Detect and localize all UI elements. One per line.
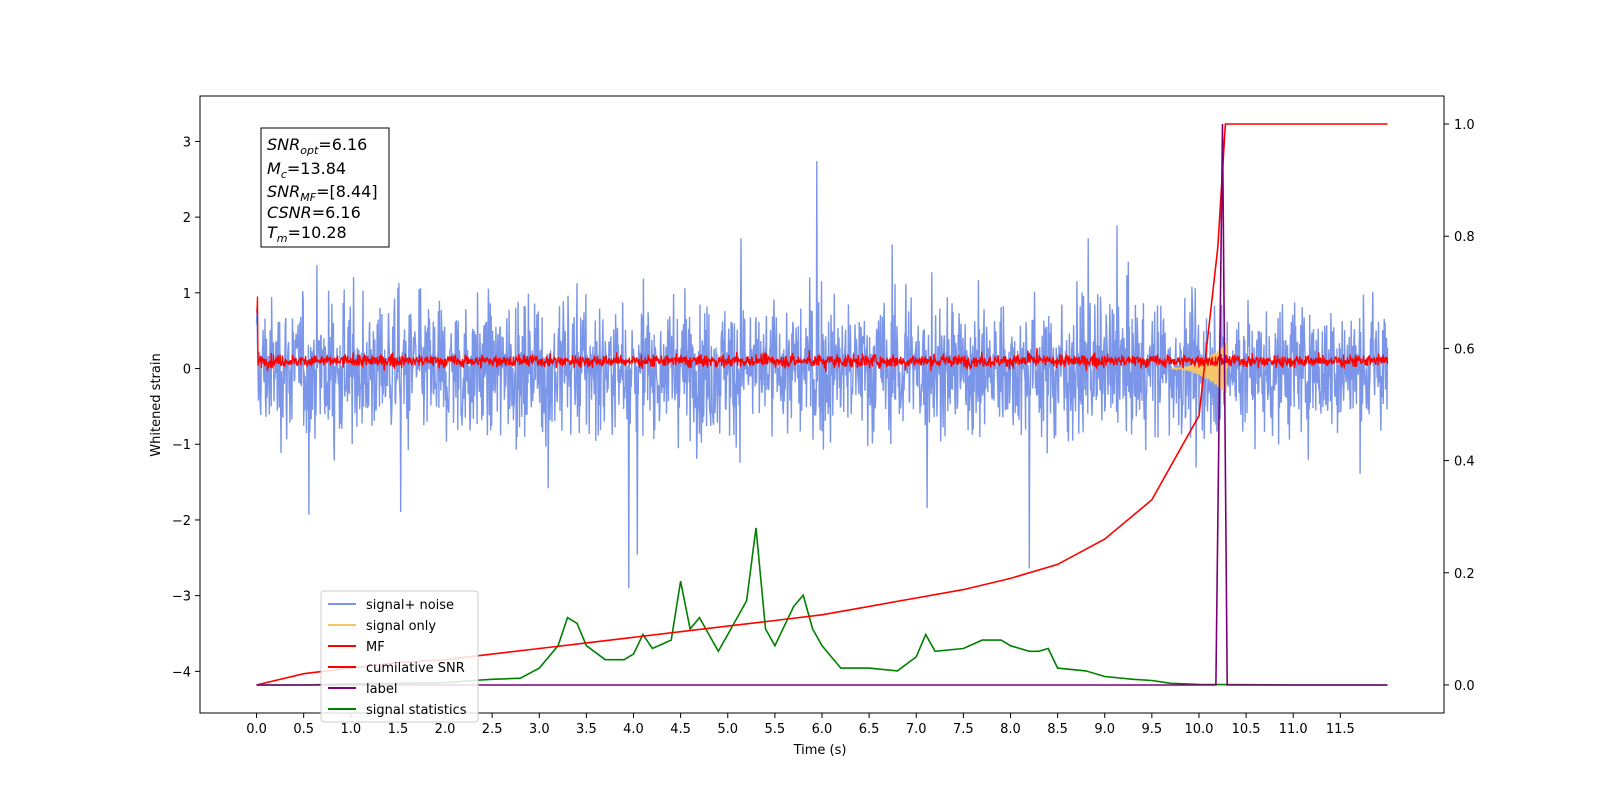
y-tick-label: 2 bbox=[183, 211, 191, 226]
x-tick-label: 11.5 bbox=[1326, 722, 1355, 737]
y2-tick-label: 0.6 bbox=[1454, 342, 1475, 357]
x-tick-label: 5.0 bbox=[717, 722, 738, 737]
info-box: SNRopt=6.16 Mc=13.84 SNRMF=[8.44] CSNR=6… bbox=[260, 127, 390, 248]
y-tick-label: −1 bbox=[172, 438, 191, 453]
series-label bbox=[256, 123, 1388, 686]
x-axis: 0.0 0.5 1.0 1.5 2.0 2.5 3.0 3.5 4.0 4.5 5.0 5.5 6.0 6… bbox=[246, 713, 1355, 737]
x-tick-label: 10.0 bbox=[1184, 722, 1213, 737]
plot-area bbox=[255, 123, 1389, 686]
x-tick-label: 10.5 bbox=[1232, 722, 1261, 737]
y-axis-right: 1.0 0.8 0.6 0.4 0.2 0.0 bbox=[1444, 118, 1475, 694]
x-tick-label: 1.0 bbox=[340, 722, 361, 737]
info-csnr: CSNR=6.16 bbox=[267, 203, 361, 222]
x-tick-label: 9.5 bbox=[1142, 722, 1163, 737]
x-tick-label: 4.0 bbox=[623, 722, 644, 737]
y2-tick-label: 0.8 bbox=[1454, 230, 1475, 245]
legend-entry-signal-noise: signal+ noise bbox=[328, 598, 454, 613]
legend-frame bbox=[320, 590, 479, 723]
y2-tick-label: 0.4 bbox=[1454, 455, 1475, 470]
x-tick-label: 8.5 bbox=[1047, 722, 1068, 737]
x-tick-label: 8.0 bbox=[1000, 722, 1021, 737]
x-tick-label: 7.0 bbox=[906, 722, 927, 737]
svg-text:signal+ noise: signal+ noise bbox=[366, 598, 454, 613]
series-mf bbox=[256, 296, 1389, 372]
series-signal-only bbox=[1170, 342, 1228, 394]
x-tick-label: 3.0 bbox=[529, 722, 550, 737]
y-tick-label: −2 bbox=[172, 514, 191, 529]
x-tick-label: 0.0 bbox=[246, 722, 267, 737]
x-axis-label: Time (s) bbox=[793, 743, 847, 758]
x-tick-label: 9.0 bbox=[1094, 722, 1115, 737]
x-tick-label: 5.5 bbox=[765, 722, 786, 737]
y-axis-label: Whitened strain bbox=[149, 353, 164, 456]
y-tick-label: 3 bbox=[183, 135, 191, 150]
y-tick-label: −4 bbox=[172, 665, 191, 680]
svg-text:signal statistics: signal statistics bbox=[366, 703, 467, 718]
svg-text:cumilative SNR: cumilative SNR bbox=[366, 661, 465, 676]
x-tick-label: 7.5 bbox=[953, 722, 974, 737]
legend-entry-label: label bbox=[328, 682, 397, 697]
y2-tick-label: 0.2 bbox=[1454, 567, 1475, 582]
x-tick-label: 3.5 bbox=[576, 722, 597, 737]
y2-tick-label: 1.0 bbox=[1454, 118, 1475, 133]
legend-entry-signal-statistics: signal statistics bbox=[328, 703, 467, 718]
x-tick-label: 2.0 bbox=[435, 722, 456, 737]
legend-entry-cumulative-snr: cumilative SNR bbox=[328, 661, 465, 676]
y2-tick-label: 0.0 bbox=[1454, 679, 1475, 694]
svg-text:MF: MF bbox=[366, 640, 385, 655]
x-tick-label: 0.5 bbox=[293, 722, 314, 737]
info-mc: Mc=13.84 bbox=[267, 159, 346, 181]
svg-text:label: label bbox=[366, 682, 397, 697]
info-tm: Tm=10.28 bbox=[267, 223, 347, 245]
legend-entry-signal-only: signal only bbox=[328, 619, 436, 634]
x-tick-label: 11.0 bbox=[1279, 722, 1308, 737]
legend: signal+ noise signal only MF cumilative … bbox=[320, 590, 479, 723]
info-snr-opt: SNRopt=6.16 bbox=[267, 135, 367, 157]
y-axis-left: 3 2 1 0 −1 −2 −3 −4 bbox=[172, 135, 200, 680]
svg-text:signal only: signal only bbox=[366, 619, 436, 634]
y-tick-label: −3 bbox=[172, 590, 191, 605]
y-tick-label: 0 bbox=[183, 363, 191, 378]
x-tick-label: 4.5 bbox=[670, 722, 691, 737]
info-snr-mf: SNRMF=[8.44] bbox=[267, 182, 378, 204]
x-tick-label: 6.5 bbox=[859, 722, 880, 737]
x-tick-label: 6.0 bbox=[812, 722, 833, 737]
info-box-frame bbox=[260, 127, 390, 248]
x-tick-label: 1.5 bbox=[388, 722, 409, 737]
y-tick-label: 1 bbox=[183, 287, 191, 302]
legend-entry-mf: MF bbox=[328, 640, 385, 655]
x-tick-label: 2.5 bbox=[482, 722, 503, 737]
